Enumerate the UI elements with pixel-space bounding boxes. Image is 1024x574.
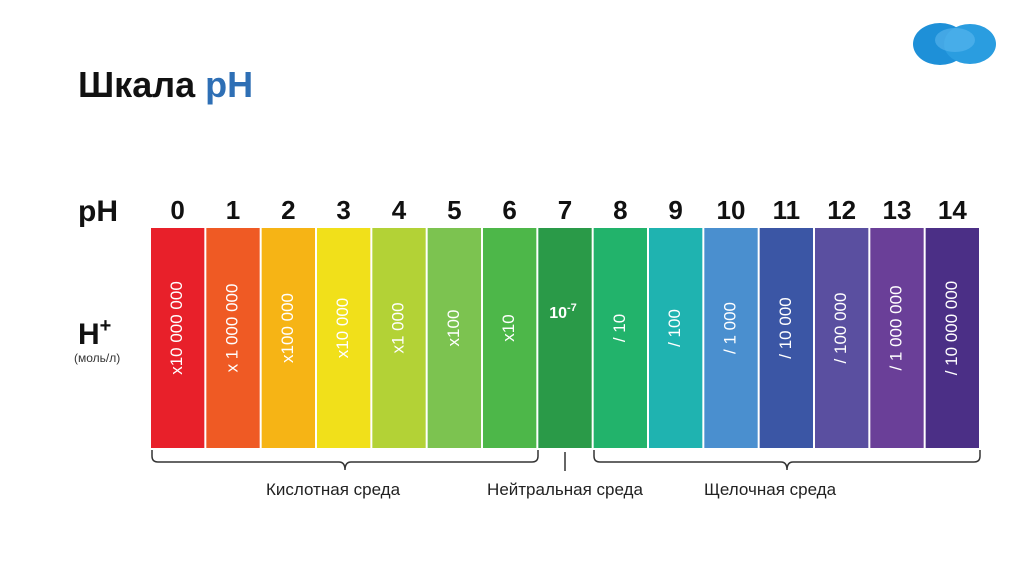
logo	[913, 23, 996, 65]
h-value: / 1 000 000	[886, 285, 905, 370]
h-value: x100	[444, 310, 463, 347]
h-value: / 10 000	[776, 297, 795, 358]
h-value: x10	[499, 314, 518, 341]
ph-cell	[151, 228, 205, 448]
ph-cell	[925, 228, 979, 448]
ph-cell	[261, 228, 315, 448]
h-value: x10 000 000	[167, 281, 186, 375]
ph-cell	[427, 228, 481, 448]
h-value: x10 000	[333, 298, 352, 359]
ph-number: 4	[392, 195, 407, 225]
ph-number: 9	[668, 195, 682, 225]
ph-number: 2	[281, 195, 295, 225]
h-value: x 1 000 000	[222, 284, 241, 373]
h-value: / 10	[610, 314, 629, 342]
h-label-text: H	[78, 318, 100, 351]
ph-cell	[206, 228, 260, 448]
ph-cell	[538, 228, 592, 448]
h-value-sup: -7	[567, 302, 577, 314]
ph-cell	[317, 228, 371, 448]
ph-number: 7	[558, 195, 572, 225]
ph-number: 3	[336, 195, 350, 225]
ph-label: pH	[78, 195, 118, 228]
h-value: 10-7	[549, 302, 577, 322]
h-label: H+	[78, 315, 111, 351]
h-label-sup: +	[100, 315, 112, 337]
h-value: / 100	[665, 309, 684, 347]
ph-number: 8	[613, 195, 627, 225]
title: Шкала pH	[78, 64, 253, 105]
range-label: Щелочная среда	[704, 480, 837, 499]
h-value-base: 10	[549, 305, 567, 322]
h-value: / 1 000	[720, 302, 739, 354]
ph-number: 11	[773, 195, 801, 225]
ph-cell	[593, 228, 647, 448]
ph-cell	[372, 228, 426, 448]
title-text: Шкала	[78, 64, 196, 105]
h-value: x100 000	[278, 293, 297, 363]
ph-cell	[759, 228, 813, 448]
ph-number: 6	[502, 195, 516, 225]
range-label: Нейтральная среда	[487, 480, 643, 499]
ph-cell	[483, 228, 537, 448]
ph-cell	[649, 228, 703, 448]
ph-number: 1	[226, 195, 240, 225]
h-value: x1 000	[388, 302, 407, 353]
ph-cell	[815, 228, 869, 448]
ph-number: 5	[447, 195, 461, 225]
title-accent: pH	[205, 64, 253, 105]
h-value: / 100 000	[831, 293, 850, 364]
ph-number: 12	[827, 195, 856, 225]
range-label: Кислотная среда	[266, 480, 401, 499]
h-value: / 10 000 000	[942, 281, 961, 376]
brackets	[151, 450, 981, 471]
unit-label: (моль/л)	[74, 351, 120, 365]
ph-cell	[870, 228, 924, 448]
ph-number: 13	[883, 195, 912, 225]
ph-number: 14	[938, 195, 967, 225]
ph-number: 10	[717, 195, 746, 225]
ph-cell	[704, 228, 758, 448]
ph-number: 0	[170, 195, 184, 225]
